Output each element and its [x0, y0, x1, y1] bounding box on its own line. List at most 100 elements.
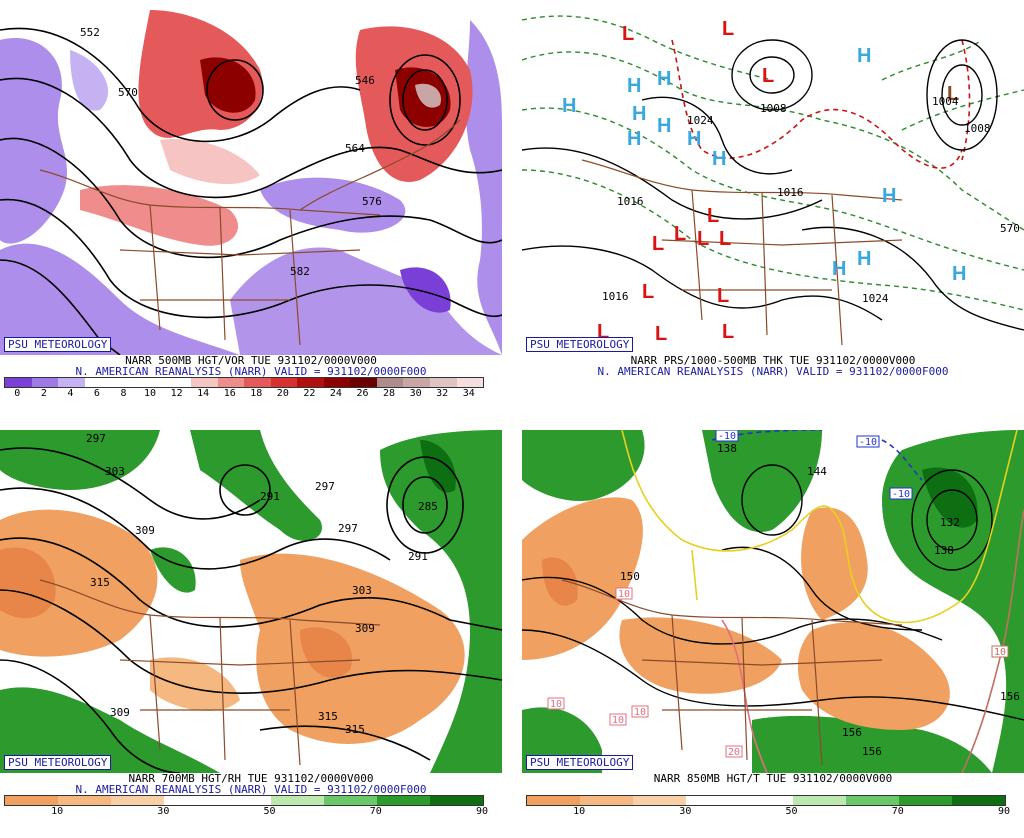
- rh-color-bar: [526, 795, 1006, 806]
- high-pressure-marker: H: [857, 248, 871, 270]
- contour-label: 150: [620, 570, 640, 583]
- color-bar-tick: 70: [891, 806, 904, 817]
- panel-500mb-vorticity: 552 570 546 564 582 576 PSU METEOROLOGY …: [0, 0, 502, 408]
- contour-label: 291: [408, 550, 428, 563]
- low-pressure-marker: L: [674, 223, 686, 245]
- high-pressure-marker: H: [712, 148, 726, 170]
- color-bar-tick: 8: [120, 388, 127, 399]
- isobar-label: 1016: [777, 186, 804, 199]
- contour-label: 291: [260, 490, 280, 503]
- contour-label: 156: [862, 745, 882, 758]
- panel-850mb-temp: 138 144 150 156 156 156 132 138 -10 -10 …: [522, 430, 1024, 838]
- color-bar-swatch: [350, 378, 377, 387]
- contour-label: 552: [80, 26, 100, 39]
- color-bar-swatch: [376, 378, 404, 387]
- color-bar-swatch: [217, 378, 245, 387]
- color-bar-swatch: [323, 378, 351, 387]
- map-graphic: 138 144 150 156 156 156 132 138 -10 -10 …: [522, 430, 1024, 773]
- low-pressure-marker: L: [717, 285, 729, 307]
- color-bar-swatch: [84, 378, 112, 387]
- color-bar-tick: 50: [785, 806, 798, 817]
- thickness-label: 570: [1000, 222, 1020, 235]
- isotherm-label: -10: [892, 489, 910, 500]
- color-bar-tick: 22: [303, 388, 316, 399]
- contour-label: 576: [362, 195, 382, 208]
- high-pressure-marker: H: [657, 68, 671, 90]
- color-bar-tick: 26: [356, 388, 369, 399]
- contour-label: 144: [807, 465, 827, 478]
- contour-label: 315: [318, 710, 338, 723]
- panel-title: NARR 700MB HGT/RH TUE 931102/0000V000: [128, 772, 374, 785]
- color-bar-swatch: [323, 796, 377, 805]
- color-bar-tick: 30: [409, 388, 422, 399]
- color-bar-tick: 28: [383, 388, 396, 399]
- low-pressure-marker: L: [622, 23, 634, 45]
- high-pressure-marker: H: [627, 75, 641, 97]
- color-bar-tick: 50: [263, 806, 276, 817]
- panel-700mb-rh: 297 303 309 315 291 297 285 291 297 303 …: [0, 430, 502, 838]
- color-bar-tick: 2: [40, 388, 47, 399]
- color-bar-tick: 18: [250, 388, 263, 399]
- low-pressure-marker: L: [697, 228, 709, 250]
- color-bar-tick: 30: [679, 806, 692, 817]
- contour-label: 309: [355, 622, 375, 635]
- color-bar-tick: 10: [144, 388, 157, 399]
- pressure-centers: H H H H H H H H H H H H H L L L L L L L: [562, 18, 966, 345]
- isobar-label: 1024: [687, 114, 714, 127]
- high-pressure-marker: H: [882, 185, 896, 207]
- contour-label: 309: [110, 706, 130, 719]
- contour-label: 285: [418, 500, 438, 513]
- color-bar-swatch: [898, 796, 952, 805]
- isobar-label: 1008: [760, 102, 787, 115]
- color-bar-tick: 14: [197, 388, 210, 399]
- isotherm-label: 20: [728, 747, 740, 758]
- color-bar-tick: 0: [14, 388, 21, 399]
- color-bar-swatch: [111, 796, 165, 805]
- map-500mb-vorticity: 552 570 546 564 582 576: [0, 0, 502, 355]
- isotherm-label: -10: [859, 437, 877, 448]
- contour-label: 156: [1000, 690, 1020, 703]
- color-bar-tick: 6: [93, 388, 100, 399]
- high-pressure-marker: H: [832, 258, 846, 280]
- psu-meteorology-badge: PSU METEOROLOGY: [526, 337, 634, 352]
- contour-label: 315: [345, 723, 365, 736]
- rh-color-bar: [4, 795, 484, 806]
- color-bar-tick: 4: [67, 388, 74, 399]
- color-bar-tick: 90: [475, 806, 489, 817]
- color-bar-swatch: [244, 378, 271, 387]
- low-pressure-marker: L: [707, 205, 719, 227]
- color-bar-swatch: [456, 378, 484, 387]
- isotherm-label: -10: [718, 431, 736, 442]
- color-bar-swatch: [164, 796, 218, 805]
- color-bar-swatch: [217, 796, 271, 805]
- map-graphic: H H H H H H H H H H H H H L L L L L L L: [522, 0, 1024, 355]
- contour-label: 156: [842, 726, 862, 739]
- isobar-label: 1024: [862, 292, 889, 305]
- color-bar-tick: 90: [997, 806, 1011, 817]
- contour-label: 138: [934, 544, 954, 557]
- color-bar-swatch: [297, 378, 324, 387]
- color-bar-swatch: [58, 378, 85, 387]
- map-mslp-thickness: H H H H H H H H H H H H H L L L L L L L: [522, 0, 1024, 355]
- panel-title: NARR 500MB HGT/VOR TUE 931102/0000V000: [125, 354, 377, 367]
- color-bar-swatch: [845, 796, 899, 805]
- vorticity-color-bar-ticks: 0 2 4 6 8 10 12 14 16 18 20 22 24 26 28 30 32 34: [4, 388, 482, 402]
- color-bar-tick: 34: [462, 388, 475, 399]
- contour-label: 297: [86, 432, 106, 445]
- color-bar-swatch: [270, 378, 298, 387]
- high-pressure-marker: H: [687, 128, 701, 150]
- isobar-label: 1008: [964, 122, 991, 135]
- contour-label: 138: [717, 442, 737, 455]
- high-pressure-marker: H: [952, 263, 966, 285]
- color-bar-swatch: [527, 796, 581, 805]
- high-pressure-marker: H: [857, 45, 871, 67]
- contour-label: 582: [290, 265, 310, 278]
- contour-label: 132: [940, 516, 960, 529]
- color-bar-tick: 12: [170, 388, 183, 399]
- low-pressure-marker: L: [722, 321, 734, 343]
- high-pressure-marker: H: [627, 128, 641, 150]
- panel-title: NARR PRS/1000-500MB THK TUE 931102/0000V…: [630, 354, 916, 367]
- isotherm-label: 10: [994, 647, 1006, 658]
- panel-valid-time: N. AMERICAN REANALYSIS (NARR) VALID = 93…: [75, 365, 427, 378]
- color-bar-tick: 30: [157, 806, 170, 817]
